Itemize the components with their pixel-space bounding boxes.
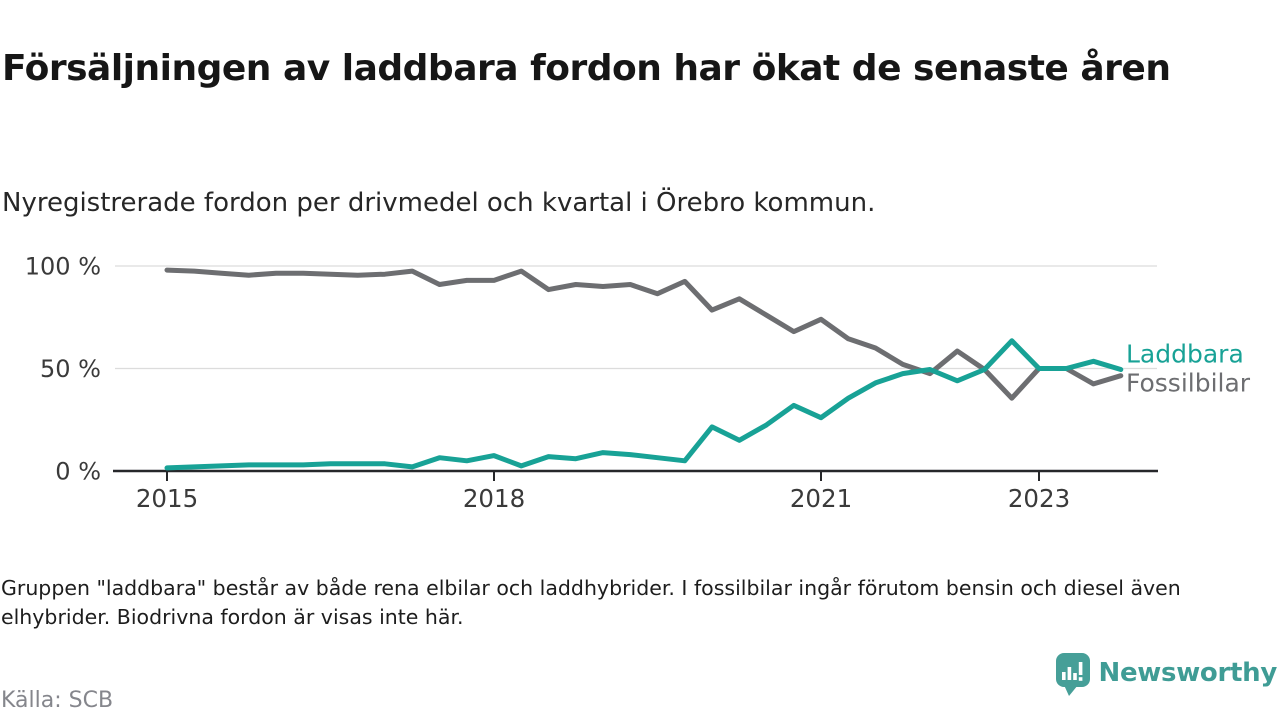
- y-axis-label-0: 0 %: [55, 458, 101, 486]
- series-label-fossilbilar: Fossilbilar: [1126, 369, 1251, 398]
- page-title: Försäljningen av laddbara fordon har öka…: [2, 48, 1171, 90]
- line-chart: 0 % 50 % 100 % 2015 2018 2021 2023 LaddbaraFoss…: [25, 253, 1251, 514]
- newsworthy-wordmark: Newsworthy: [1098, 658, 1278, 688]
- y-axis-label-100: 100 %: [25, 253, 101, 281]
- page-subtitle: Nyregistrerade fordon per drivmedel och …: [2, 188, 876, 218]
- footnote: Gruppen "laddbara" består av både rena e…: [1, 575, 1181, 630]
- series-line-fossilbilar: [164, 267, 1124, 401]
- source-label: Källa: SCB: [1, 688, 114, 713]
- series-line-laddbara: [164, 338, 1124, 471]
- x-axis-label-2018: 2018: [463, 484, 525, 513]
- y-axis-label-50: 50 %: [40, 355, 101, 383]
- x-axis-label-2021: 2021: [790, 484, 852, 513]
- newsworthy-logo[interactable]: Newsworthy: [1055, 653, 1278, 698]
- newsworthy-icon: [1055, 653, 1090, 696]
- series-label-laddbara: Laddbara: [1126, 340, 1244, 369]
- x-axis-label-2015: 2015: [136, 484, 198, 513]
- x-axis-label-2023: 2023: [1008, 484, 1070, 513]
